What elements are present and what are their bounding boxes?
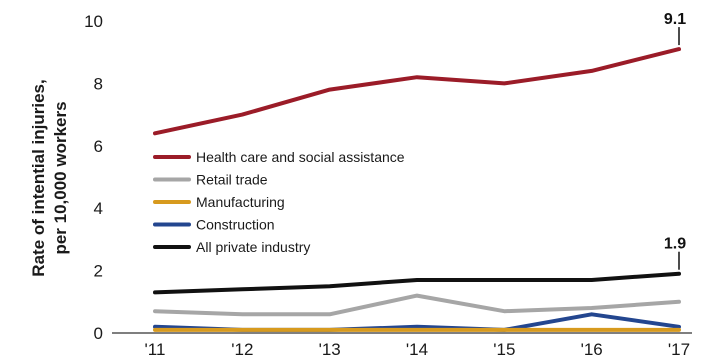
x-tick-label: '15	[493, 340, 515, 359]
callout-label: 1.9	[664, 236, 686, 253]
y-tick-label: 4	[94, 199, 103, 218]
y-axis-title: Rate of intential injuries, per 10,000 w…	[29, 79, 70, 276]
legend-label: All private industry	[196, 239, 310, 255]
legend-label: Health care and social assistance	[196, 149, 405, 165]
x-tick-label: '12	[231, 340, 253, 359]
y-tick-label: 2	[94, 262, 103, 281]
x-tick-label: '14	[406, 340, 428, 359]
y-tick-label: 10	[84, 12, 103, 31]
annotations: 9.1 1.9	[664, 11, 686, 270]
y-axis-title-line-1: Rate of intential injuries,	[29, 79, 48, 276]
x-tick-label: '13	[319, 340, 341, 359]
callout-label: 9.1	[664, 11, 686, 28]
legend-label: Manufacturing	[196, 194, 285, 210]
series-lines	[153, 47, 681, 332]
y-tick-label: 6	[94, 137, 103, 156]
legend: Health care and social assistance Retail …	[153, 149, 405, 255]
series-line-retail-trade	[153, 293, 681, 317]
series-line-all-private-industry	[153, 271, 681, 295]
legend-label: Construction	[196, 217, 275, 233]
x-axis: '11 '12 '13 '14 '15 '16 '17	[145, 340, 691, 359]
y-tick-label: 8	[94, 74, 103, 93]
x-tick-label: '17	[668, 340, 690, 359]
x-tick-label: '16	[581, 340, 603, 359]
y-axis-title-line-2: per 10,000 workers	[51, 101, 70, 254]
x-tick-label: '11	[145, 340, 166, 359]
y-tick-label: 0	[94, 324, 103, 343]
legend-label: Retail trade	[196, 172, 268, 188]
series-line-health-care-and-social-assistance	[153, 47, 681, 136]
series-line-construction	[153, 312, 681, 332]
y-axis: 0 2 4 6 8 10	[84, 12, 103, 343]
